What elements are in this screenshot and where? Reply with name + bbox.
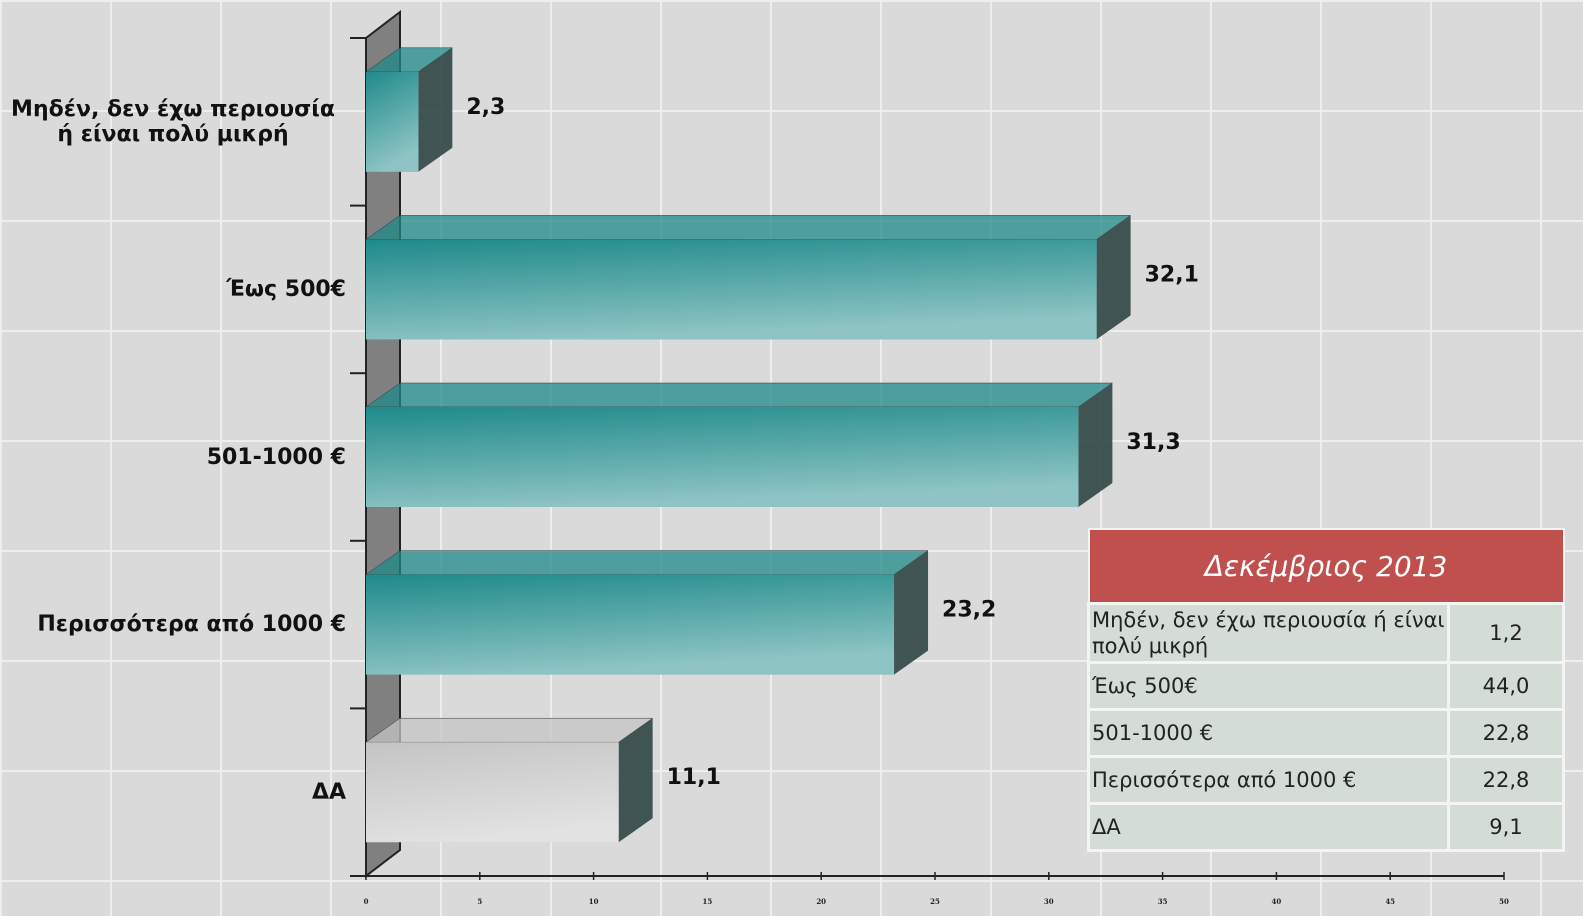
table-row: Περισσότερα από 1000 €22,8 (1089, 757, 1564, 804)
x-tick-label: 35 (1158, 897, 1168, 906)
bar-shine (366, 72, 418, 172)
category-label: ΔΑ (0, 752, 346, 832)
x-tick-label: 45 (1385, 897, 1395, 906)
category-text: Έως 500€ (226, 277, 346, 302)
table-value: 22,8 (1449, 710, 1564, 757)
table-value: 22,8 (1449, 757, 1564, 804)
bar-shine (366, 742, 619, 842)
category-text: Περισσότερα από 1000 € (37, 612, 346, 637)
category-text: Μηδέν, δεν έχω περιουσία ή είναι πολύ μι… (0, 97, 346, 147)
bar-top (366, 718, 653, 742)
x-tick-label: 0 (364, 897, 369, 906)
x-tick-label: 30 (1044, 897, 1054, 906)
x-tick-label: 25 (930, 897, 940, 906)
bar-shine (366, 239, 1097, 339)
bar-shine (366, 407, 1078, 507)
category-text: ΔΑ (312, 780, 346, 805)
x-tick-label: 50 (1499, 897, 1509, 906)
value-label: 11,1 (667, 765, 721, 790)
x-tick-label: 40 (1272, 897, 1282, 906)
category-label: Έως 500€ (0, 249, 346, 329)
table-value: 9,1 (1449, 804, 1564, 851)
page: 051015202530354045502,332,131,323,211,1 … (0, 0, 1583, 916)
table-value: 44,0 (1449, 663, 1564, 710)
value-label: 2,3 (466, 95, 505, 120)
category-text: 501-1000 € (207, 445, 346, 470)
table-row: 501-1000 €22,8 (1089, 710, 1564, 757)
value-label: 32,1 (1145, 262, 1199, 287)
table-row: Έως 500€44,0 (1089, 663, 1564, 710)
category-label: 501-1000 € (0, 417, 346, 497)
table-label: 501-1000 € (1089, 710, 1449, 757)
x-tick-label: 5 (477, 897, 482, 906)
category-label: Μηδέν, δεν έχω περιουσία ή είναι πολύ μι… (0, 82, 346, 162)
table-label: Μηδέν, δεν έχω περιουσία ή είναι πολύ μι… (1089, 604, 1449, 663)
table-label: Έως 500€ (1089, 663, 1449, 710)
category-label: Περισσότερα από 1000 € (0, 585, 346, 665)
bar-top (366, 215, 1131, 239)
x-tick-label: 20 (816, 897, 826, 906)
table-label: ΔΑ (1089, 804, 1449, 851)
x-tick-label: 15 (703, 897, 713, 906)
value-label: 31,3 (1126, 430, 1180, 455)
bar-top (366, 383, 1112, 407)
bar-shine (366, 575, 894, 675)
table-row: Μηδέν, δεν έχω περιουσία ή είναι πολύ μι… (1089, 604, 1564, 663)
x-tick-label: 10 (589, 897, 599, 906)
value-label: 23,2 (942, 598, 996, 623)
table-label: Περισσότερα από 1000 € (1089, 757, 1449, 804)
summary-table: Δεκέμβριος 2013 Μηδέν, δεν έχω περιουσία… (1087, 528, 1565, 852)
bar-top (366, 551, 928, 575)
table-title: Δεκέμβριος 2013 (1089, 529, 1564, 604)
table-value: 1,2 (1449, 604, 1564, 663)
